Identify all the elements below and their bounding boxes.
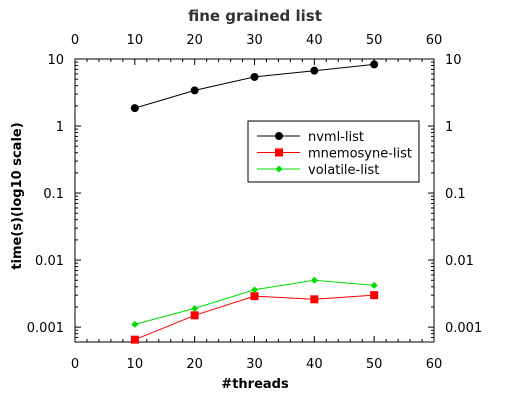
data-point-mnemosyne-list: [370, 291, 379, 300]
x2-tick-label: 60: [426, 33, 443, 48]
series-nvml-list: [130, 60, 379, 113]
x2-tick-label: 40: [306, 33, 323, 48]
data-point-mnemosyne-list: [190, 311, 199, 320]
y-tick-label: 1: [56, 120, 64, 135]
data-point-mnemosyne-list: [130, 335, 139, 344]
y-axis-label: time(s)(log10 scale): [10, 122, 25, 269]
data-point-nvml-list: [130, 104, 139, 113]
legend-label: mnemosyne-list: [308, 147, 412, 162]
x-axis-label: #threads: [221, 377, 289, 392]
x-tick-label: 20: [186, 357, 203, 372]
series-mnemosyne-list: [130, 291, 379, 344]
series-line-mnemosyne-list: [134, 294, 375, 341]
chart-title: fine grained list: [188, 7, 322, 25]
y-tick-label: 0.01: [35, 254, 64, 269]
data-point-volatile-list: [191, 304, 199, 312]
legend-marker-mnemosyne-list: [275, 148, 283, 157]
data-point-mnemosyne-list: [310, 295, 319, 304]
y-tick-label: 0.1: [43, 187, 64, 202]
x2-tick-label: 30: [246, 33, 263, 48]
legend-marker-volatile-list: [275, 165, 283, 173]
data-point-nvml-list: [370, 60, 379, 69]
y2-tick-label: 1: [445, 120, 453, 135]
data-point-nvml-list: [310, 66, 319, 75]
data-point-volatile-list: [310, 276, 318, 284]
x2-tick-label: 10: [127, 33, 144, 48]
x-tick-label: 10: [127, 357, 144, 372]
y2-tick-label: 0.1: [445, 187, 466, 202]
x-tick-label: 30: [246, 357, 263, 372]
y2-tick-label: 0.01: [445, 254, 474, 269]
x2-tick-label: 20: [186, 33, 203, 48]
series-line-nvml-list: [134, 63, 375, 109]
data-point-volatile-list: [131, 320, 139, 328]
y-tick-label: 10: [47, 53, 64, 68]
data-point-mnemosyne-list: [250, 292, 259, 301]
data-point-volatile-list: [251, 286, 258, 294]
data-point-nvml-list: [250, 72, 259, 81]
x-tick-label: 40: [306, 357, 323, 372]
data-point-volatile-list: [370, 281, 378, 289]
x-tick-label: 0: [71, 357, 79, 372]
x2-tick-label: 0: [71, 33, 79, 48]
x2-tick-label: 50: [366, 33, 383, 48]
data-point-nvml-list: [190, 86, 199, 95]
x-tick-label: 60: [426, 357, 443, 372]
y2-tick-label: 10: [445, 53, 462, 68]
y2-tick-label: 0.001: [445, 321, 482, 336]
legend-label: nvml-list: [308, 130, 364, 145]
legend-label: volatile-list: [308, 163, 379, 178]
y-tick-label: 0.001: [27, 321, 64, 336]
legend-marker-nvml-list: [275, 132, 283, 140]
x-tick-label: 50: [366, 357, 383, 372]
series-volatile-list: [131, 276, 378, 328]
